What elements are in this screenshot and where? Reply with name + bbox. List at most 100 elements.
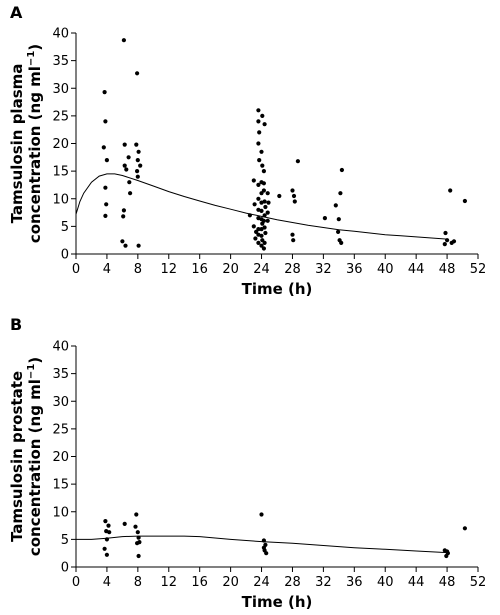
data-point <box>338 191 343 196</box>
data-point <box>136 149 141 154</box>
data-point <box>126 155 131 160</box>
data-point <box>256 108 261 113</box>
data-point <box>103 519 108 524</box>
data-point <box>339 240 344 245</box>
y-tick-label: 40 <box>52 27 69 42</box>
x-tick-label: 28 <box>284 575 301 590</box>
x-tick-label: 52 <box>470 262 487 277</box>
data-point <box>106 523 111 528</box>
x-tick-label: 12 <box>160 575 177 590</box>
data-point <box>322 216 327 221</box>
data-point <box>259 243 264 248</box>
x-tick-label: 44 <box>408 262 425 277</box>
data-point <box>133 524 138 529</box>
y-tick-label: 35 <box>52 367 69 382</box>
data-point <box>262 225 267 230</box>
data-point <box>448 188 453 193</box>
y-axis-title-superscript: −1 <box>26 364 37 379</box>
y-tick-label: 10 <box>52 192 69 207</box>
x-axis-title: Time (h) <box>242 280 313 298</box>
y-axis-title-line2: concentration (ng ml−1) <box>26 357 44 556</box>
data-point <box>107 530 112 535</box>
data-point <box>290 232 295 237</box>
y-axis-title-text: concentration (ng ml <box>26 379 44 556</box>
x-tick-label: 40 <box>377 262 394 277</box>
data-point <box>261 169 266 174</box>
x-tick-label: 40 <box>377 575 394 590</box>
data-point <box>251 178 256 183</box>
x-tick-label: 36 <box>346 262 363 277</box>
data-point <box>339 167 344 173</box>
x-tick-label: 52 <box>470 575 487 590</box>
data-point <box>103 119 108 124</box>
x-tick-label: 8 <box>134 575 142 590</box>
data-point <box>263 204 268 210</box>
x-tick-label: 16 <box>191 575 208 590</box>
data-point <box>259 208 264 213</box>
data-point <box>257 158 262 163</box>
data-point <box>261 218 266 223</box>
x-tick-label: 32 <box>315 262 332 277</box>
y-axis-title-close: ) <box>26 357 44 364</box>
data-point <box>251 224 256 229</box>
data-point <box>451 239 457 244</box>
data-point <box>292 199 297 204</box>
data-point <box>252 202 257 207</box>
panel-label: A <box>10 3 23 22</box>
model-curve <box>76 535 448 554</box>
x-tick-label: 4 <box>103 575 111 590</box>
y-axis-title-superscript: −1 <box>26 51 37 66</box>
x-tick-label: 28 <box>284 262 301 277</box>
data-point <box>265 210 270 215</box>
data-point <box>104 202 109 207</box>
data-point <box>256 240 261 245</box>
data-point <box>336 217 341 222</box>
data-point <box>259 149 264 154</box>
data-point <box>259 191 264 196</box>
y-tick-label: 20 <box>52 450 69 465</box>
data-point <box>135 541 140 546</box>
data-point <box>256 182 261 187</box>
data-point <box>443 230 448 236</box>
data-point <box>262 199 267 204</box>
data-point <box>442 242 447 247</box>
y-tick-label: 5 <box>61 220 69 235</box>
x-tick-label: 4 <box>103 262 111 277</box>
data-point <box>136 535 141 540</box>
data-point <box>259 227 264 232</box>
data-point <box>128 191 133 196</box>
data-point <box>291 193 297 199</box>
y-tick-label: 35 <box>52 54 69 69</box>
data-point <box>259 233 264 238</box>
y-axis-title-text: concentration (ng ml <box>26 66 44 243</box>
data-point <box>291 238 296 243</box>
x-tick-label: 16 <box>191 262 208 277</box>
data-point <box>135 158 140 163</box>
data-point <box>253 236 258 241</box>
data-point <box>256 141 261 146</box>
data-point <box>260 163 265 168</box>
data-point <box>256 227 261 232</box>
data-point <box>261 188 266 193</box>
y-tick-label: 30 <box>52 82 69 97</box>
data-point <box>103 213 108 218</box>
model-curve <box>75 173 448 240</box>
data-point <box>135 169 140 174</box>
x-tick-label: 20 <box>222 575 239 590</box>
y-tick-label: 30 <box>52 395 69 410</box>
data-point <box>264 551 269 556</box>
y-tick-label: 15 <box>52 478 69 493</box>
data-point <box>135 71 140 76</box>
data-point <box>138 163 143 168</box>
x-axis-title: Time (h) <box>242 593 313 611</box>
data-point <box>135 530 140 535</box>
x-tick-label: 48 <box>439 262 456 277</box>
x-tick-label: 12 <box>160 262 177 277</box>
x-tick-label: 48 <box>439 575 456 590</box>
data-point <box>444 553 449 559</box>
data-point <box>121 38 126 43</box>
data-point <box>462 526 467 531</box>
y-axis-title-line2: concentration (ng ml−1) <box>26 44 44 243</box>
data-point <box>101 145 106 150</box>
